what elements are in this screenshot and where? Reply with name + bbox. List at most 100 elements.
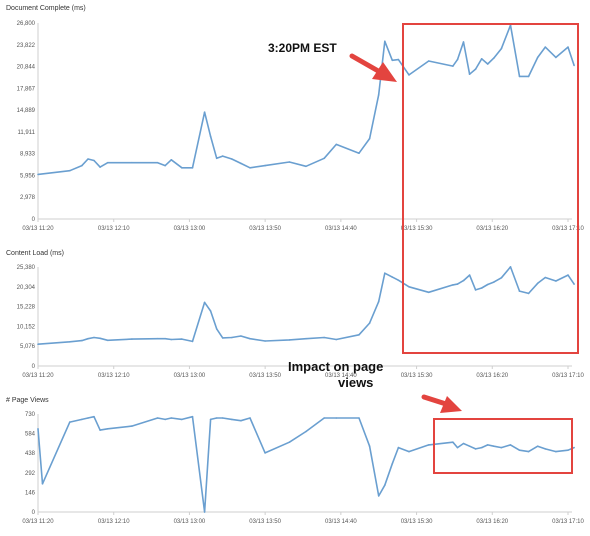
data-point xyxy=(518,75,521,78)
data-point xyxy=(377,300,380,303)
data-point xyxy=(427,291,430,294)
y-tick-label: 15,228 xyxy=(17,305,36,311)
data-point xyxy=(203,111,206,113)
data-point xyxy=(544,276,547,279)
x-tick-labels: 03/13 11:20 03/13 12:10 03/13 13:00 03/13 1… xyxy=(22,512,585,525)
data-point xyxy=(231,336,233,339)
series-line-document-complete xyxy=(37,24,575,176)
data-point xyxy=(368,322,371,324)
data-point xyxy=(221,337,224,339)
data-point xyxy=(209,310,212,312)
x-tick-label: 03/13 15:30 xyxy=(401,519,433,525)
data-point xyxy=(462,41,465,43)
data-point xyxy=(181,167,183,169)
data-point xyxy=(87,417,89,419)
x-tick-label: 03/13 13:50 xyxy=(249,519,281,525)
data-point xyxy=(305,337,307,340)
data-point xyxy=(468,445,471,448)
data-point xyxy=(408,450,410,453)
data-point xyxy=(544,448,547,450)
data-point xyxy=(215,328,218,330)
data-point xyxy=(358,152,360,154)
data-point xyxy=(377,495,380,497)
data-point xyxy=(131,425,133,427)
data-point xyxy=(288,161,291,163)
data-point xyxy=(456,283,459,285)
data-point xyxy=(170,159,173,161)
data-point xyxy=(264,452,266,454)
data-point xyxy=(527,292,530,295)
data-point xyxy=(486,63,489,65)
data-point xyxy=(106,428,109,430)
data-point xyxy=(573,64,575,67)
data-point xyxy=(500,446,503,449)
y-tick-label: 292 xyxy=(25,471,36,477)
data-point xyxy=(358,334,360,336)
arrow-icon xyxy=(349,53,397,82)
impact-callout-line1: Impact on page xyxy=(288,359,383,374)
data-point xyxy=(93,159,95,162)
data-point xyxy=(335,143,338,146)
data-point xyxy=(99,337,101,340)
data-point xyxy=(240,419,242,422)
data-point xyxy=(567,449,569,452)
data-point xyxy=(456,446,459,449)
data-point xyxy=(164,164,166,167)
data-point xyxy=(527,75,530,78)
data-point xyxy=(99,429,101,431)
data-point xyxy=(474,68,477,70)
y-tick-label: 2,978 xyxy=(20,195,36,201)
x-tick-label: 03/13 11:20 xyxy=(22,226,54,232)
x-tick-label: 03/13 17:10 xyxy=(552,519,584,525)
x-tick-label: 03/13 15:30 xyxy=(401,373,433,379)
data-point xyxy=(131,338,133,340)
data-point xyxy=(87,337,89,340)
data-point xyxy=(536,282,539,285)
data-point xyxy=(288,441,291,444)
chart-page-views: # Page Views 0 146 292 438 584 730 03/13 11:2… xyxy=(6,397,585,525)
y-tick-label: 0 xyxy=(32,510,36,516)
data-point xyxy=(509,444,512,446)
data-point xyxy=(37,428,39,430)
data-point xyxy=(69,421,71,423)
chart-content-load: Content Load (ms) 0 5,076 10,152 15,228 20,3… xyxy=(6,250,585,379)
data-point xyxy=(391,462,394,465)
x-tick-label: 03/13 11:20 xyxy=(22,519,54,525)
data-point xyxy=(99,166,101,168)
data-point xyxy=(462,279,465,282)
y-tick-label: 10,152 xyxy=(17,324,36,330)
data-point xyxy=(249,337,251,340)
x-tick-label: 03/13 13:50 xyxy=(249,226,281,232)
data-point xyxy=(249,417,251,419)
data-point xyxy=(323,336,326,339)
data-point xyxy=(156,337,159,340)
data-point xyxy=(474,448,477,450)
x-tick-label: 03/13 14:40 xyxy=(325,519,357,525)
data-point xyxy=(156,161,159,164)
chart-title-document-complete: Document Complete (ms) xyxy=(6,5,86,12)
data-point xyxy=(106,161,109,164)
x-tick-labels: 03/13 11:20 03/13 12:10 03/13 13:00 03/13 1… xyxy=(22,366,585,379)
data-point xyxy=(87,158,89,160)
data-point xyxy=(288,339,291,341)
data-point xyxy=(93,415,95,418)
data-point xyxy=(323,157,326,160)
data-point xyxy=(384,272,386,275)
data-point xyxy=(37,343,39,346)
data-point xyxy=(397,279,400,282)
x-tick-label: 03/13 16:20 xyxy=(476,519,508,525)
data-point xyxy=(456,58,459,61)
y-tick-label: 146 xyxy=(25,490,36,496)
data-point xyxy=(264,340,266,342)
data-point xyxy=(81,418,83,421)
x-tick-labels: 03/13 11:20 03/13 12:10 03/13 13:00 03/13 1… xyxy=(22,219,585,232)
data-point xyxy=(480,287,483,289)
y-tick-label: 5,076 xyxy=(20,344,36,350)
data-point xyxy=(468,274,471,276)
x-tick-label: 03/13 16:20 xyxy=(476,226,508,232)
x-tick-label: 03/13 15:30 xyxy=(401,226,433,232)
x-tick-label: 03/13 13:50 xyxy=(249,373,281,379)
data-point xyxy=(221,155,224,157)
data-point xyxy=(240,335,242,337)
data-point xyxy=(573,283,575,285)
